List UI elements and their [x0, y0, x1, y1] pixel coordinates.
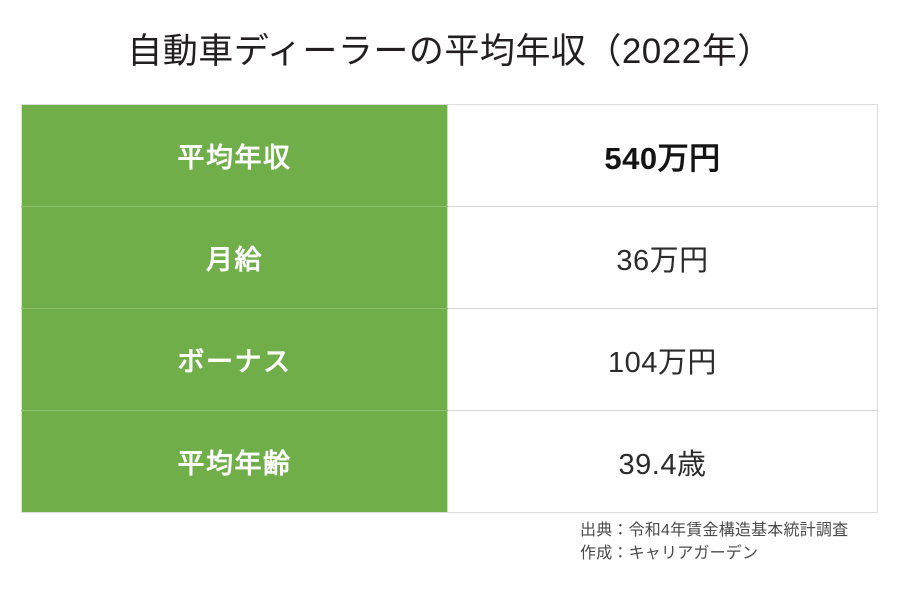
source-line: 出典：令和4年賃金構造基本統計調査 — [580, 522, 849, 539]
author-line: 作成：キャリアガーデン — [580, 545, 759, 562]
row-value-monthly-salary: 36万円 — [447, 206, 878, 309]
row-label-average-age: 平均年齢 — [21, 410, 448, 513]
row-value-average-annual-income: 540万円 — [447, 104, 878, 207]
row-value-bonus: 104万円 — [447, 308, 878, 411]
table-row: 平均年齢 39.4歳 — [21, 410, 878, 513]
salary-summary-table: 平均年収 540万円 月給 36万円 ボーナス 104万円 平均年齢 39.4歳 — [21, 104, 878, 513]
source-note: 出典：令和4年賃金構造基本統計調査 作成：キャリアガーデン — [580, 519, 880, 565]
table-body: 平均年収 540万円 月給 36万円 ボーナス 104万円 平均年齢 39.4歳 — [21, 104, 878, 513]
row-label-average-annual-income: 平均年収 — [21, 104, 448, 207]
row-value-average-age: 39.4歳 — [447, 410, 878, 513]
table-row: ボーナス 104万円 — [21, 308, 878, 411]
page-title: 自動車ディーラーの平均年収（2022年） — [127, 32, 773, 71]
row-label-monthly-salary: 月給 — [21, 206, 448, 309]
row-label-bonus: ボーナス — [21, 308, 448, 411]
table-row: 月給 36万円 — [21, 206, 878, 309]
table-row: 平均年収 540万円 — [21, 104, 878, 207]
